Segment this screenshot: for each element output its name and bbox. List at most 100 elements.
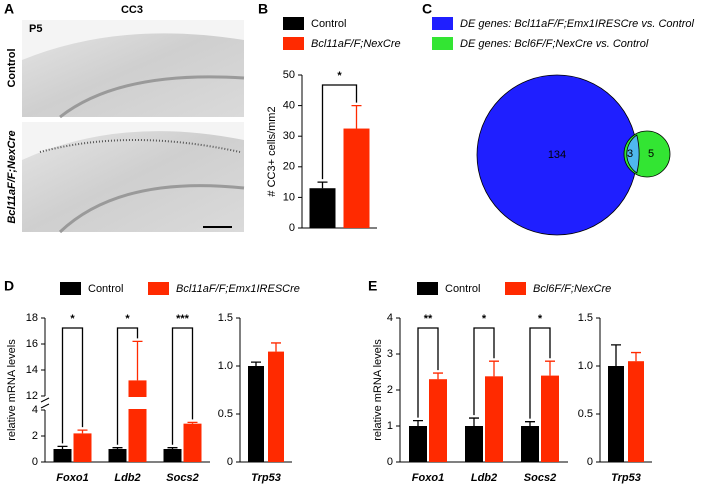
- y-tick-label: 1: [387, 420, 393, 432]
- x-tick-label: Ldb2: [471, 472, 497, 484]
- panel-letter: D: [4, 278, 14, 294]
- bar: [521, 426, 539, 462]
- venn-count: 134: [548, 149, 566, 161]
- row-label: Control: [6, 48, 18, 87]
- legend-swatch: [417, 282, 438, 295]
- y-tick-label: 0: [387, 456, 393, 468]
- legend-label: Control: [311, 18, 346, 30]
- bar: [108, 449, 127, 462]
- error-bar: [271, 342, 281, 352]
- legend-swatch: [60, 282, 81, 295]
- y-tick-label: 30: [283, 130, 295, 142]
- bar: [163, 449, 182, 462]
- error-bar: [545, 360, 555, 376]
- y-tick-label: 1.0: [578, 360, 593, 372]
- y-axis-label: # CC3+ cells/mm2: [266, 106, 278, 196]
- bar: [429, 379, 447, 462]
- error-bar: [167, 447, 178, 449]
- y-tick-label: 18: [26, 312, 38, 324]
- bar: [485, 376, 503, 462]
- bar: [183, 423, 202, 462]
- error-bar: [251, 361, 261, 366]
- error-bar: [351, 104, 362, 129]
- error-bar: [469, 417, 479, 426]
- significance-bracket: [529, 327, 551, 419]
- error-bar: [489, 360, 499, 377]
- legend-label: Bcl11aF/F;NexCre: [311, 38, 401, 50]
- error-bar: [112, 447, 123, 449]
- error-bar: [631, 351, 641, 362]
- panel-letter: C: [422, 1, 432, 17]
- x-tick-label: Trp53: [611, 472, 641, 484]
- micrograph-background: [22, 20, 244, 60]
- legend-label: Control: [445, 283, 480, 295]
- y-tick-label: 0: [587, 456, 593, 468]
- significance-bracket: [171, 327, 194, 445]
- y-tick-label: 40: [283, 100, 295, 112]
- error-bar: [317, 181, 328, 189]
- venn-count: 3: [627, 148, 633, 160]
- bar: [628, 361, 644, 462]
- bar: [409, 426, 427, 462]
- y-tick-label: 3: [387, 348, 393, 360]
- significance-label: ***: [176, 313, 190, 325]
- significance-label: *: [538, 313, 543, 325]
- bar: [73, 433, 92, 462]
- legend-swatch: [432, 37, 453, 50]
- significance-label: *: [125, 313, 130, 325]
- legend-swatch: [148, 282, 169, 295]
- panel-title: CC3: [121, 4, 143, 16]
- y-tick-label: 16: [26, 338, 38, 350]
- micrograph-structure: [59, 75, 245, 119]
- y-axis-label: relative mRNA levels: [372, 339, 384, 441]
- legend-label: DE genes: Bcl11aF/F;Emx1IRESCre vs. Cont…: [460, 18, 694, 30]
- error-bar: [132, 340, 143, 381]
- panel-letter: B: [258, 1, 268, 17]
- y-tick-label: 12: [26, 390, 38, 402]
- legend-label: DE genes: Bcl6F/F;NexCre vs. Control: [460, 38, 649, 50]
- y-tick-label: 1.0: [218, 360, 233, 372]
- micrograph-structure: [58, 184, 245, 234]
- y-tick-label: 0: [227, 456, 233, 468]
- error-bar: [525, 421, 535, 426]
- bar-break: [127, 397, 148, 409]
- panel-letter: E: [368, 278, 377, 294]
- bar: [465, 426, 483, 462]
- micrograph-cells: [39, 139, 241, 153]
- bar: [53, 449, 72, 462]
- legend-label: Bcl11aF/F;Emx1IRESCre: [176, 283, 300, 295]
- y-tick-label: 0: [32, 456, 38, 468]
- y-tick-label: 2: [32, 430, 38, 442]
- y-tick-label: 2: [387, 384, 393, 396]
- error-bar: [413, 419, 423, 426]
- legend-swatch: [283, 37, 304, 50]
- legend-swatch: [432, 17, 453, 30]
- y-tick-label: 0.5: [578, 408, 593, 420]
- y-tick-label: 10: [283, 191, 295, 203]
- x-tick-label: Ldb2: [114, 472, 140, 484]
- bar: [128, 380, 147, 462]
- significance-label: **: [424, 313, 433, 325]
- x-tick-label: Foxo1: [412, 472, 444, 484]
- panel-letter: A: [4, 1, 14, 17]
- significance-bracket: [321, 84, 358, 180]
- significance-label: *: [337, 70, 342, 82]
- y-axis-label: relative mRNA levels: [6, 339, 18, 441]
- y-tick-label: 4: [387, 312, 393, 324]
- bar: [541, 375, 559, 462]
- legend-swatch: [283, 17, 304, 30]
- y-tick-label: 1.5: [218, 312, 233, 324]
- bar: [343, 128, 370, 228]
- bar: [268, 351, 284, 462]
- error-bar: [433, 372, 443, 380]
- bar: [608, 366, 624, 462]
- significance-bracket: [473, 327, 495, 416]
- x-tick-label: Trp53: [251, 472, 281, 484]
- venn-count: 5: [648, 148, 654, 160]
- error-bar: [57, 445, 68, 449]
- significance-label: *: [70, 313, 75, 325]
- legend-label: Bcl6F/F;NexCre: [533, 283, 611, 295]
- legend-swatch: [505, 282, 526, 295]
- error-bar: [187, 421, 198, 424]
- y-tick-label: 14: [26, 364, 38, 376]
